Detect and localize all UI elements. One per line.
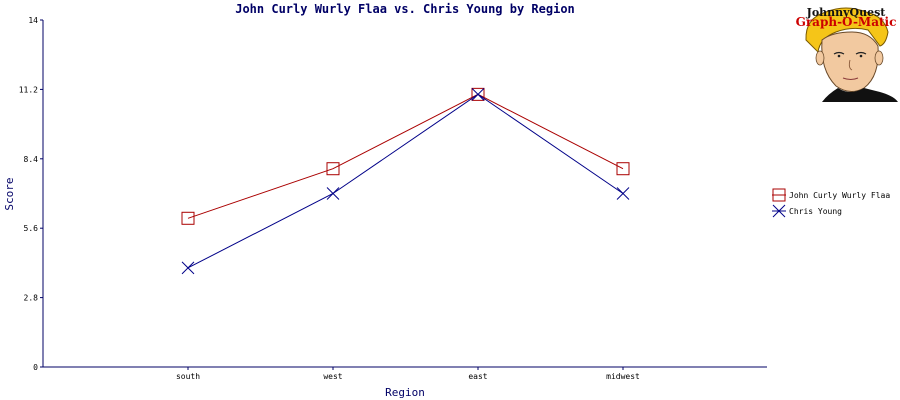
x-tick-label: west xyxy=(323,372,342,381)
legend-marker xyxy=(772,204,786,218)
data-point xyxy=(616,187,630,200)
y-axis-ticks: 0 2.8 5.6 8.4 11.2 14 xyxy=(19,16,43,372)
y-tick-label: 11.2 xyxy=(19,85,38,94)
x-axis-ticks: south west east midwest xyxy=(176,367,640,381)
y-tick-label: 14 xyxy=(28,16,38,25)
data-point xyxy=(181,261,195,275)
series-2 xyxy=(181,88,630,275)
legend: John Curly Wurly Flaa Chris Young xyxy=(772,188,890,218)
y-tick-label: 5.6 xyxy=(24,224,39,233)
data-point xyxy=(616,162,630,176)
logo-line2: Graph-O-Matic xyxy=(796,15,897,29)
legend-item: John Curly Wurly Flaa xyxy=(772,188,890,202)
series-line xyxy=(187,93,624,269)
y-tick-label: 2.8 xyxy=(24,294,39,303)
x-tick-label: east xyxy=(468,372,487,381)
series-1 xyxy=(181,87,630,225)
graph-o-matic-logo: JohnnyQuest Graph-O-Matic xyxy=(796,6,898,102)
x-axis-label: Region xyxy=(385,386,425,399)
series-layer xyxy=(181,87,630,275)
series-line xyxy=(187,93,624,219)
data-point xyxy=(181,211,195,225)
data-point xyxy=(471,88,485,101)
y-tick-label: 0 xyxy=(33,363,38,372)
x-tick-label: south xyxy=(176,372,200,381)
chart-title: John Curly Wurly Flaa vs. Chris Young by… xyxy=(235,2,575,16)
data-point xyxy=(471,87,485,101)
data-point xyxy=(326,187,340,200)
boy-face-icon xyxy=(805,7,898,102)
y-axis-label: Score xyxy=(3,177,16,210)
legend-item: Chris Young xyxy=(772,204,842,218)
legend-label: John Curly Wurly Flaa xyxy=(789,191,890,200)
x-tick-label: midwest xyxy=(606,372,640,381)
data-point xyxy=(326,162,340,176)
legend-label: Chris Young xyxy=(789,207,842,216)
y-tick-label: 8.4 xyxy=(24,155,39,164)
logo-line1: JohnnyQuest xyxy=(806,6,887,19)
legend-marker xyxy=(772,188,786,202)
